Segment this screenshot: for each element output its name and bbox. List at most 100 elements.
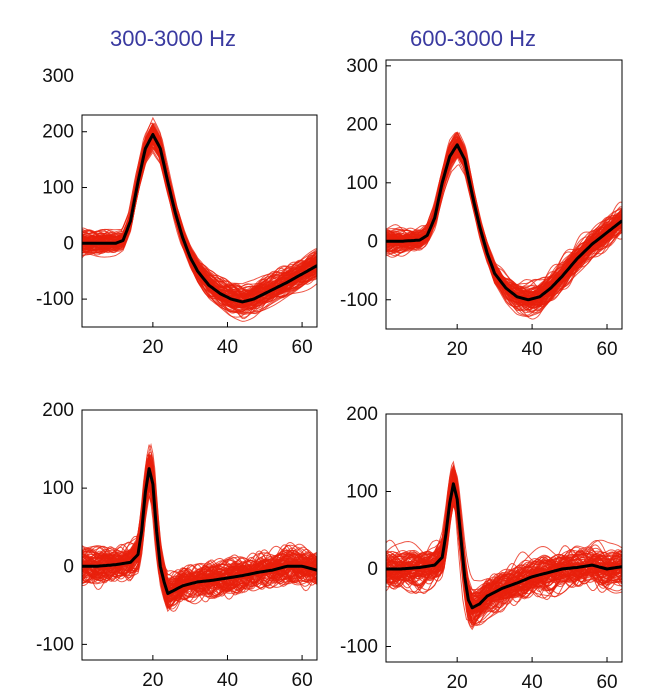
spike-trace (386, 149, 622, 296)
trace-bundle (386, 460, 622, 631)
panel-2: 300 200 100 0 -100 20 40 60 (340, 56, 623, 360)
spike-trace (386, 146, 622, 300)
trace-bundle (82, 116, 317, 322)
y-tick-label: 200 (346, 114, 378, 135)
spike-trace (386, 141, 622, 301)
spike-trace (82, 454, 317, 587)
column-title-600-3000: 600-3000 Hz (410, 26, 536, 51)
spike-trace (386, 149, 622, 297)
spike-trace (386, 489, 622, 622)
column-title-300-3000: 300-3000 Hz (110, 26, 236, 51)
spike-trace (386, 144, 622, 297)
x-tick-label: 40 (522, 339, 543, 360)
spike-trace (386, 146, 622, 298)
panel-4: 200 100 0 -100 20 40 60 (340, 404, 623, 693)
x-tick-label: 20 (447, 672, 468, 693)
spike-trace (386, 134, 622, 302)
x-tick-label: 40 (217, 670, 238, 691)
x-tick-label: 60 (292, 337, 313, 358)
spike-trace (82, 138, 317, 312)
spike-trace (82, 473, 317, 603)
spike-trace (82, 138, 317, 291)
panel-1: 300 200 100 0 -100 20 40 60 (36, 66, 318, 358)
spike-trace (386, 149, 622, 292)
spike-trace (386, 143, 622, 291)
spike-trace (386, 140, 622, 301)
spike-trace (386, 150, 622, 297)
y-tick-label: -100 (340, 290, 378, 311)
y-tick-label: 100 (346, 482, 378, 503)
spike-trace (386, 139, 622, 289)
spike-trace (386, 149, 622, 298)
panel-3: 200 100 0 -100 20 40 60 (36, 400, 318, 691)
y-tick-label: -100 (36, 289, 74, 310)
spike-trace (386, 149, 622, 296)
spike-trace (386, 147, 622, 297)
spike-trace (82, 473, 317, 594)
plot-frame (385, 59, 623, 330)
plot-frame (385, 413, 623, 663)
spike-trace (386, 150, 622, 297)
y-tick-label: 200 (42, 122, 74, 143)
spike-trace (386, 140, 622, 289)
spike-trace (386, 143, 622, 290)
spike-trace (386, 150, 622, 300)
spike-trace (386, 479, 622, 599)
spike-trace (386, 140, 622, 301)
spike-trace (386, 140, 622, 298)
plot-frame (81, 409, 318, 661)
x-tick-label: 40 (217, 337, 238, 358)
spike-trace (386, 141, 622, 301)
spike-trace (386, 150, 622, 290)
spike-trace (386, 500, 622, 625)
x-tick-label: 20 (142, 337, 163, 358)
y-tick-label: 0 (367, 231, 378, 252)
x-tick-label: 60 (596, 672, 617, 693)
spike-trace (386, 482, 622, 628)
y-tick-label: 200 (346, 404, 378, 425)
y-tick-label: -100 (340, 637, 378, 658)
spike-trace (82, 471, 317, 600)
x-tick-label: 20 (142, 670, 163, 691)
spike-trace (82, 132, 317, 311)
mean-waveform-line (82, 467, 317, 596)
spike-trace (82, 457, 317, 593)
y-tick-label: 300 (346, 56, 378, 77)
trace-bundle (82, 442, 317, 613)
spike-trace (386, 143, 622, 301)
spike-trace (82, 130, 317, 318)
spike-trace (386, 147, 622, 296)
spike-trace (386, 150, 622, 300)
x-tick-label: 60 (292, 670, 313, 691)
spike-trace (386, 140, 622, 298)
y-tick-label: 0 (367, 559, 378, 580)
trace-bundle (386, 131, 622, 320)
spike-trace (386, 146, 622, 320)
spike-trace (386, 136, 622, 293)
spike-trace (386, 484, 622, 623)
spike-trace (386, 136, 622, 301)
x-tick-label: 20 (447, 339, 468, 360)
spike-trace (386, 153, 622, 289)
y-tick-label: -100 (36, 634, 74, 655)
spike-trace (386, 147, 622, 289)
spike-trace (386, 504, 622, 627)
spike-trace (386, 135, 622, 299)
y-tick-label: 0 (63, 556, 74, 577)
spike-trace (386, 143, 622, 300)
spike-trace (386, 135, 622, 301)
spike-trace (82, 125, 317, 297)
y-tick-label: 300 (42, 66, 74, 87)
spike-trace (82, 135, 317, 322)
spike-trace (386, 141, 622, 299)
y-tick-label: 100 (346, 173, 378, 194)
spike-trace (82, 467, 317, 590)
x-tick-label: 60 (596, 339, 617, 360)
y-tick-label: 100 (42, 178, 74, 199)
y-tick-label: 100 (42, 478, 74, 499)
spike-trace (386, 141, 622, 300)
spike-trace (386, 139, 622, 299)
plot-frame (81, 114, 318, 328)
x-tick-label: 40 (522, 672, 543, 693)
